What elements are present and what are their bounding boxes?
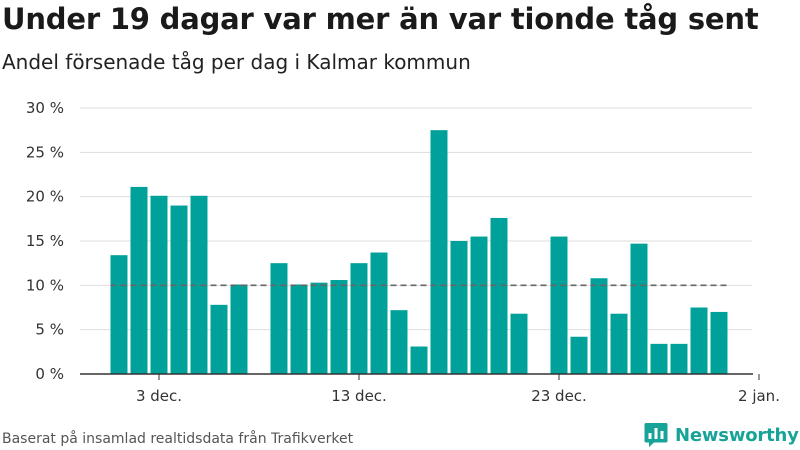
bar — [270, 263, 288, 374]
y-tick-label: 30 % — [26, 99, 64, 117]
bar — [230, 284, 248, 374]
bar — [550, 236, 568, 374]
chart-title: Under 19 dagar var mer än var tionde tåg… — [2, 2, 759, 36]
bar — [310, 282, 328, 374]
bar — [130, 186, 148, 374]
bar-chart: 0 % 5 % 10 % 15 % 20 % 25 % 30 % 3 dec. 13 dec.… — [26, 99, 780, 405]
brand-name: Newsworthy — [675, 424, 799, 446]
bar — [350, 263, 368, 374]
bar — [490, 217, 508, 374]
newsworthy-logo[interactable]: Newsworthy — [644, 421, 799, 449]
y-tick-label: 5 % — [35, 321, 64, 339]
x-tick-label: 23 dec. — [531, 387, 587, 405]
bar — [170, 205, 188, 374]
bar — [470, 236, 488, 374]
x-tick-label: 2 jan. — [738, 387, 780, 405]
bar — [610, 313, 628, 374]
bar — [370, 252, 388, 374]
bar — [510, 313, 528, 374]
y-tick-label: 10 % — [26, 276, 64, 294]
bar — [710, 311, 728, 374]
bar — [430, 130, 448, 374]
bar — [570, 336, 588, 374]
source-note: Baserat på insamlad realtidsdata från Tr… — [2, 431, 354, 447]
bars — [110, 130, 728, 374]
bar — [190, 195, 208, 374]
x-tick-label: 13 dec. — [331, 387, 387, 405]
y-tick-label: 15 % — [26, 232, 64, 250]
y-tick-label: 20 % — [26, 188, 64, 206]
bar — [670, 343, 688, 374]
chart-subtitle: Andel försenade tåg per dag i Kalmar kom… — [2, 50, 471, 74]
bar — [210, 304, 228, 374]
bar — [630, 243, 648, 374]
bar — [450, 241, 468, 374]
bar — [110, 255, 128, 374]
y-tick-label: 0 % — [35, 365, 64, 383]
bar — [650, 343, 668, 374]
bar — [290, 284, 308, 374]
y-tick-label: 25 % — [26, 143, 64, 161]
x-tick-label: 3 dec. — [136, 387, 182, 405]
bar — [330, 280, 348, 374]
bar — [590, 278, 608, 374]
x-axis: 3 dec. 13 dec. 23 dec. 2 jan. — [80, 373, 780, 405]
y-axis-labels: 0 % 5 % 10 % 15 % 20 % 25 % 30 % — [26, 99, 64, 383]
bar — [150, 195, 168, 374]
bar — [690, 307, 708, 374]
bar — [390, 310, 408, 374]
bar-chart-icon — [644, 423, 668, 447]
bar — [410, 346, 428, 374]
